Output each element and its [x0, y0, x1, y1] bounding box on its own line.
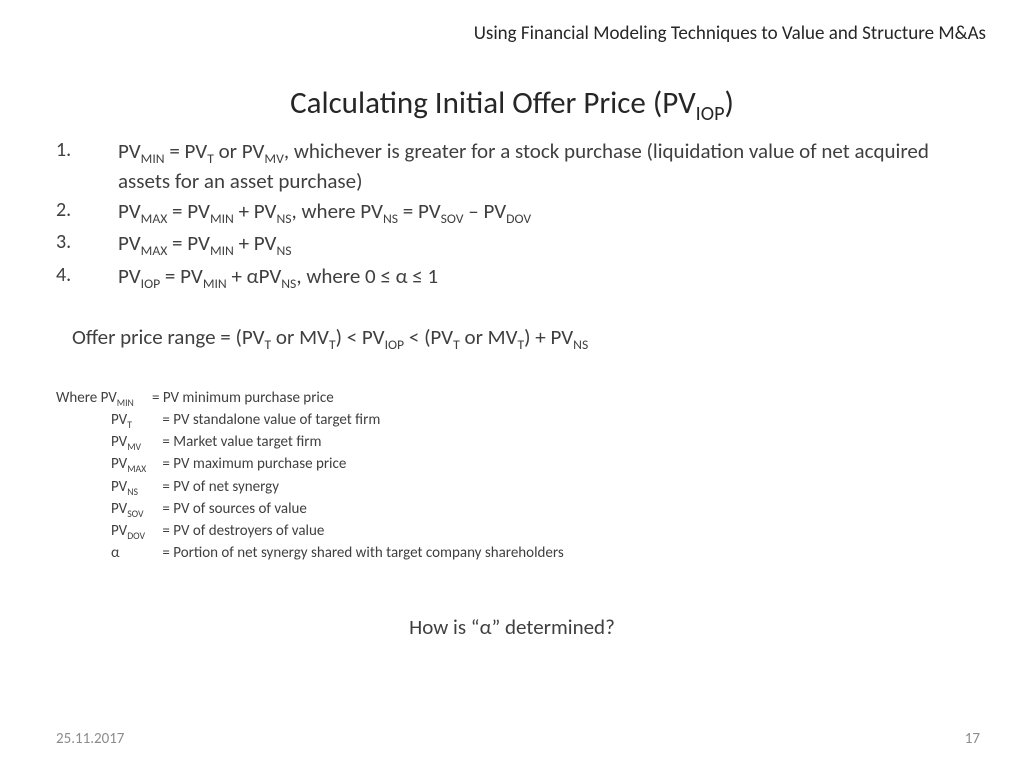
def-term: PVT: [111, 410, 159, 432]
definition-row: PVMV = Market value target firm: [56, 432, 984, 454]
footer-date: 25.11.2017: [56, 730, 124, 748]
list-item-number: 2.: [56, 198, 118, 224]
list-item: 3.PVMAX = PVMIN + PVNS: [56, 230, 984, 260]
def-term: PVMV: [111, 432, 159, 454]
list-item-body: PVMAX = PVMIN + PVNS: [118, 230, 984, 260]
numbered-list: 1.PVMIN = PVT or PVMV, whichever is grea…: [56, 138, 984, 296]
definition-row: PVDOV = PV of destroyers of value: [56, 521, 984, 543]
def-desc: = PV of net synergy: [162, 478, 279, 496]
def-desc: = PV of sources of value: [162, 500, 306, 518]
list-item-body: PVIOP = PVMIN + αPVNS, where 0 ≤ α ≤ 1: [118, 263, 984, 293]
definition-row: PVT = PV standalone value of target firm: [56, 410, 984, 432]
list-item-number: 4.: [56, 263, 118, 289]
def-desc: = Market value target firm: [162, 433, 321, 451]
def-desc: = PV maximum purchase price: [162, 455, 346, 473]
def-term: PVNS: [111, 477, 159, 499]
list-item-body: PVMAX = PVMIN + PVNS, where PVNS = PVSOV…: [118, 198, 984, 228]
def-term: PVDOV: [111, 521, 159, 543]
title-post: ): [725, 84, 734, 122]
definition-row: PVMAX = PV maximum purchase price: [56, 454, 984, 476]
def-term: PVSOV: [111, 499, 159, 521]
list-item-number: 1.: [56, 138, 118, 164]
def-term: PVMIN: [101, 388, 149, 410]
definition-row: PVSOV = PV of sources of value: [56, 499, 984, 521]
definition-row: PVNS = PV of net synergy: [56, 477, 984, 499]
defs-lead: Where: [56, 389, 101, 407]
list-item: 1.PVMIN = PVT or PVMV, whichever is grea…: [56, 138, 984, 195]
footer-page-number: 17: [965, 730, 980, 748]
title-sub: IOP: [696, 102, 725, 126]
list-item: 2.PVMAX = PVMIN + PVNS, where PVNS = PVS…: [56, 198, 984, 228]
offer-price-range: Offer price range = (PVT or MVT) < PVIOP…: [72, 324, 984, 353]
def-desc: = Portion of net synergy shared with tar…: [162, 544, 563, 562]
slide-title: Calculating Initial Offer Price (PVIOP): [0, 84, 1024, 126]
def-term: α: [111, 543, 159, 565]
list-item-body: PVMIN = PVT or PVMV, whichever is greate…: [118, 138, 984, 195]
list-item: 4.PVIOP = PVMIN + αPVNS, where 0 ≤ α ≤ 1: [56, 263, 984, 293]
def-desc: = PV minimum purchase price: [152, 389, 334, 407]
closing-question: How is “α” determined?: [0, 614, 1024, 640]
definition-row: Where PVMIN = PV minimum purchase price: [56, 388, 984, 410]
title-pre: Calculating Initial Offer Price (PV: [290, 84, 696, 122]
def-desc: = PV standalone value of target firm: [162, 411, 380, 429]
definition-row: α = Portion of net synergy shared with t…: [56, 543, 984, 565]
list-item-number: 3.: [56, 230, 118, 256]
header-kicker: Using Financial Modeling Techniques to V…: [474, 22, 986, 46]
def-desc: = PV of destroyers of value: [162, 522, 324, 540]
def-term: PVMAX: [111, 454, 159, 476]
definitions-block: Where PVMIN = PV minimum purchase priceP…: [56, 388, 984, 565]
